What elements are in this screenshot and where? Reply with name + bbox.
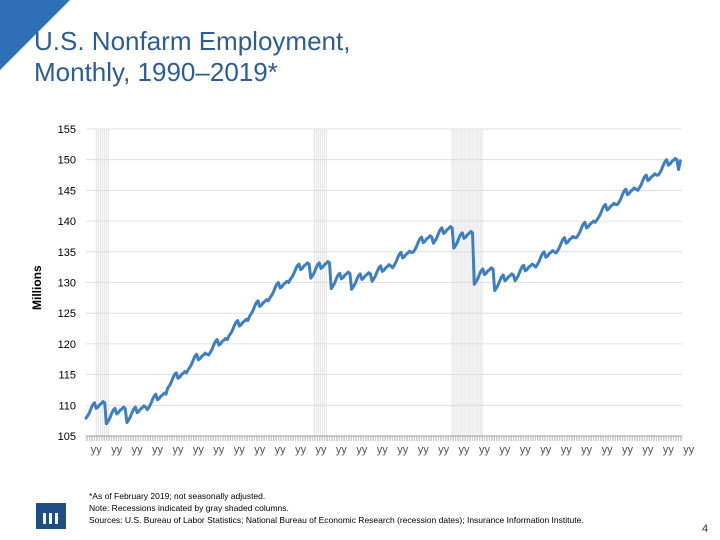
x-tick-label: yy bbox=[91, 444, 103, 456]
x-tick-label: yy bbox=[459, 444, 471, 456]
x-tick-label: yy bbox=[581, 444, 593, 456]
x-tick-label: yy bbox=[132, 444, 144, 456]
x-tick-label: yy bbox=[193, 444, 205, 456]
x-tick-label: yy bbox=[336, 444, 348, 456]
x-tick-label: yy bbox=[683, 444, 695, 456]
x-tick-label: yy bbox=[438, 444, 450, 456]
footnotes: *As of February 2019; not seasonally adj… bbox=[89, 490, 584, 526]
title-line-1: U.S. Nonfarm Employment, bbox=[34, 26, 351, 56]
x-tick-label: yy bbox=[173, 444, 185, 456]
page-number: 4 bbox=[702, 523, 709, 535]
x-tick-label: yy bbox=[254, 444, 266, 456]
y-tick-label: 150 bbox=[58, 155, 76, 167]
x-tick-label: yy bbox=[213, 444, 225, 456]
x-tick-label: yy bbox=[663, 444, 675, 456]
x-tick-label: yy bbox=[397, 444, 409, 456]
x-tick-label: yy bbox=[377, 444, 389, 456]
y-tick-label: 120 bbox=[58, 339, 76, 351]
x-tick-label: yy bbox=[642, 444, 654, 456]
y-tick-label: 125 bbox=[58, 308, 76, 320]
x-tick-label: yy bbox=[418, 444, 430, 456]
footnote-recessions: Note: Recessions indicated by gray shade… bbox=[89, 503, 289, 513]
x-tick-label: yy bbox=[520, 444, 532, 456]
x-tick-label: yy bbox=[479, 444, 491, 456]
x-tick-label: yy bbox=[275, 444, 287, 456]
slide-title: U.S. Nonfarm Employment, Monthly, 1990–2… bbox=[34, 26, 350, 88]
y-tick-label: 110 bbox=[58, 400, 76, 412]
title-line-2: Monthly, 1990–2019* bbox=[34, 57, 278, 87]
x-tick-label: yy bbox=[316, 444, 328, 456]
x-tick-label: yy bbox=[602, 444, 614, 456]
x-tick-label: yy bbox=[234, 444, 246, 456]
footnote-sources: Sources: U.S. Bureau of Labor Statistics… bbox=[89, 515, 584, 525]
y-tick-label: 135 bbox=[58, 247, 76, 259]
footnote-as-of: *As of February 2019; not seasonally adj… bbox=[89, 491, 266, 501]
x-tick-label: yy bbox=[561, 444, 573, 456]
y-tick-label: 130 bbox=[58, 278, 76, 290]
corner-accent bbox=[0, 0, 70, 70]
x-tick-label: yy bbox=[540, 444, 552, 456]
x-tick-label: yy bbox=[111, 444, 123, 456]
y-tick-label: 115 bbox=[58, 370, 76, 382]
y-tick-label: 105 bbox=[58, 431, 76, 443]
x-tick-label: yy bbox=[152, 444, 164, 456]
x-tick-label: yy bbox=[622, 444, 634, 456]
x-tick-label: yy bbox=[356, 444, 368, 456]
y-tick-label: 155 bbox=[58, 124, 76, 136]
series-line-nonfarm-employment bbox=[84, 157, 682, 426]
y-tick-label: 145 bbox=[58, 185, 76, 197]
y-tick-label: 140 bbox=[58, 216, 76, 228]
x-tick-label: yy bbox=[295, 444, 307, 456]
iii-logo-icon bbox=[36, 503, 66, 529]
x-tick-label: yy bbox=[499, 444, 511, 456]
y-axis-title: Millions bbox=[30, 265, 44, 310]
